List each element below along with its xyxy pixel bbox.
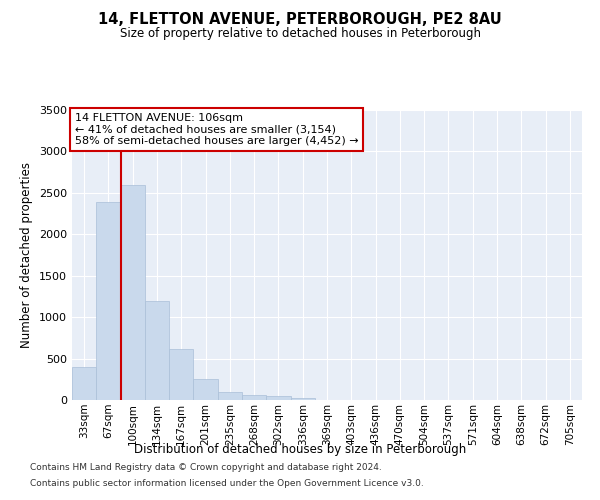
- Text: Size of property relative to detached houses in Peterborough: Size of property relative to detached ho…: [119, 28, 481, 40]
- Text: Distribution of detached houses by size in Peterborough: Distribution of detached houses by size …: [134, 442, 466, 456]
- Text: Contains public sector information licensed under the Open Government Licence v3: Contains public sector information licen…: [30, 478, 424, 488]
- Bar: [72, 367, 96, 400]
- Bar: [193, 380, 218, 400]
- Text: 14, FLETTON AVENUE, PETERBOROUGH, PE2 8AU: 14, FLETTON AVENUE, PETERBOROUGH, PE2 8A…: [98, 12, 502, 28]
- Bar: [169, 348, 193, 400]
- Text: Contains HM Land Registry data © Crown copyright and database right 2024.: Contains HM Land Registry data © Crown c…: [30, 464, 382, 472]
- Bar: [145, 300, 169, 400]
- Bar: [242, 396, 266, 400]
- Bar: [266, 396, 290, 400]
- Bar: [121, 184, 145, 400]
- Bar: [96, 202, 121, 400]
- Text: 14 FLETTON AVENUE: 106sqm
← 41% of detached houses are smaller (3,154)
58% of se: 14 FLETTON AVENUE: 106sqm ← 41% of detac…: [74, 113, 358, 146]
- Bar: [218, 392, 242, 400]
- Y-axis label: Number of detached properties: Number of detached properties: [20, 162, 34, 348]
- Bar: [290, 398, 315, 400]
